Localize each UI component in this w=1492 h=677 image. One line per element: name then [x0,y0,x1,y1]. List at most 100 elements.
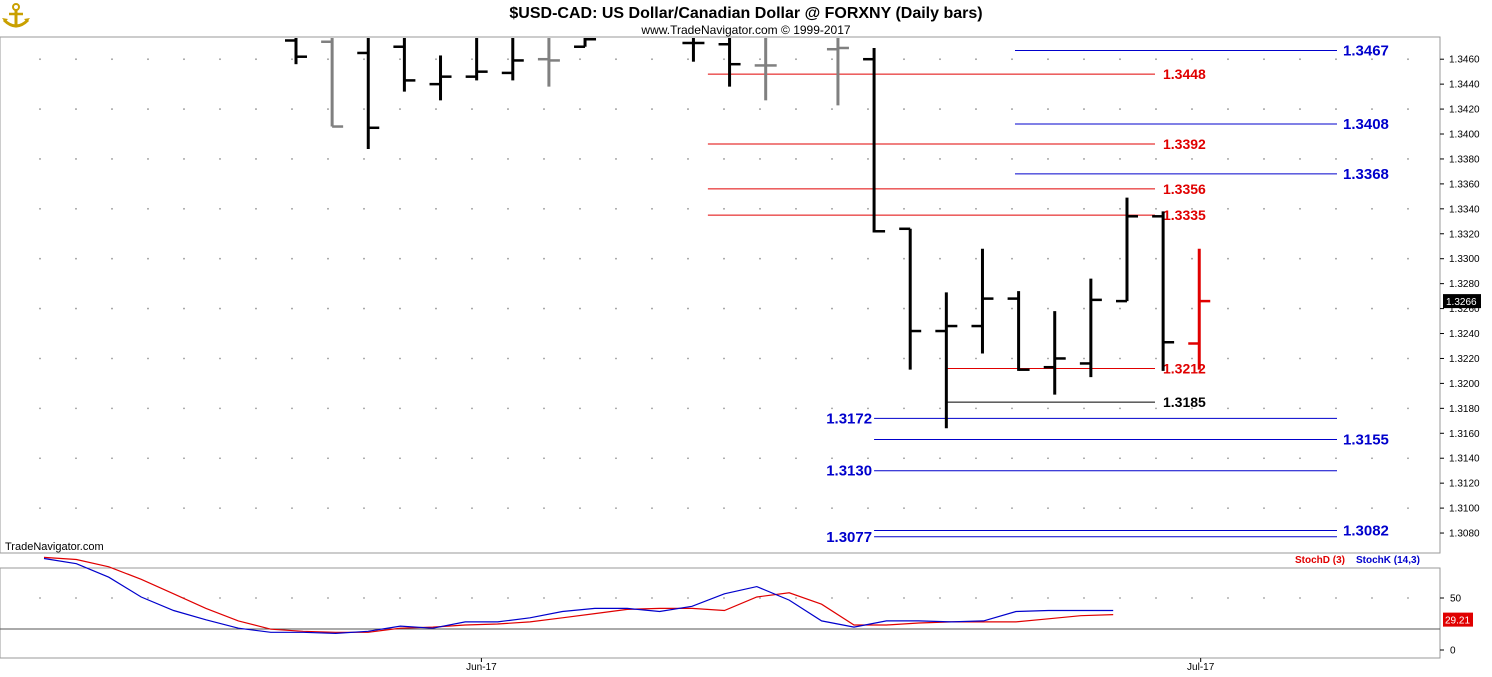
stoch-tick-label: 50 [1450,594,1462,605]
grid-dot [507,597,509,599]
grid-dot [39,407,41,410]
grid-dot [1083,158,1085,160]
grid-dot [1227,158,1229,160]
grid-dot [291,58,293,61]
grid-dot [651,507,653,509]
grid-dot [759,207,761,210]
grid-dot [759,507,761,509]
grid-dot [39,507,41,509]
grid-dot [1227,597,1229,599]
ohlc-bar [501,38,524,81]
grid-dot [759,58,761,61]
grid-dot [111,207,113,210]
grid-dot [1119,597,1121,599]
header: $USD-CAD: US Dollar/Canadian Dollar @ FO… [2,3,983,37]
price-tick-label: 1.3120 [1449,479,1480,490]
grid-dot [903,597,905,599]
grid-dot [1371,307,1373,310]
grid-dot [219,357,221,360]
grid-dot [543,207,545,210]
grid-dot [1227,207,1229,210]
price-tick-label: 1.3280 [1449,279,1480,290]
grid-dot [831,307,833,310]
grid-dot [75,58,77,61]
grid-dot [1371,58,1373,61]
grid-dot [651,597,653,599]
grid-dot [1407,158,1409,160]
grid-dot [651,257,653,260]
grid-dot [1407,507,1409,509]
grid-dot [507,507,509,509]
grid-dot [867,507,869,509]
grid-dot [1083,58,1085,61]
stoch-last-label: 29.21 [1445,616,1470,627]
grid-dot [1155,507,1157,509]
grid-dot [579,407,581,410]
grid-dot [975,307,977,310]
grid-dot [1371,207,1373,210]
grid-dot [939,158,941,160]
grid-dot [831,597,833,599]
chart-copyright: www.TradeNavigator.com © 1999-2017 [640,23,850,37]
grid-dot [1119,507,1121,509]
date-axis: Jun-17 Jul-17 [466,658,1215,673]
grid-dot [111,257,113,260]
price-tick-label: 1.3180 [1449,404,1480,415]
grid-dot [1263,407,1265,410]
grid-dot [1047,357,1049,360]
anchor-logo-icon [2,3,30,28]
grid-dot [831,357,833,360]
grid-dot [75,158,77,160]
grid-dot [579,257,581,260]
grid-dot [219,307,221,310]
level-label: 1.3130 [826,463,872,480]
grid-dot [579,357,581,360]
grid-dot [723,58,725,61]
grid-dot [1155,207,1157,210]
grid-dot [1227,108,1229,110]
grid-dot [1155,108,1157,110]
grid-dot [1371,457,1373,460]
grid-dot [795,108,797,110]
watermark: TradeNavigator.com [5,541,104,553]
level-label: 1.3335 [1163,207,1206,223]
grid-dot [111,597,113,599]
grid-dot [1083,457,1085,460]
ohlc-bar [285,38,307,65]
grid-dot [147,108,149,110]
grid-dot [183,507,185,509]
grid-dot [363,407,365,410]
grid-dot [543,357,545,360]
grid-dot [147,457,149,460]
grid-dot [255,507,257,509]
grid-dot [1083,357,1085,360]
grid-dot [1191,108,1193,110]
grid-dot [471,597,473,599]
grid-dot [687,158,689,160]
level-label: 1.3356 [1163,181,1206,197]
grid-dot [903,507,905,509]
grid-dot [39,307,41,310]
grid-dot [1227,407,1229,410]
grid-dot [975,407,977,410]
grid-dot [687,257,689,260]
grid-dot [1227,307,1229,310]
grid-dot [759,457,761,460]
grid-dot [327,407,329,410]
grid-dot [687,457,689,460]
grid-dot [507,257,509,260]
grid-dot [399,357,401,360]
grid-dot [1299,158,1301,160]
grid-dot [975,207,977,210]
grid-dot [615,597,617,599]
grid-dot [435,158,437,160]
grid-dot [1191,457,1193,460]
price-tick-label: 1.3080 [1449,529,1480,540]
level-label: 1.3212 [1163,360,1206,376]
grid-dot [399,108,401,110]
grid-dot [435,108,437,110]
price-tick-label: 1.3220 [1449,354,1480,365]
grid-dot [1335,407,1337,410]
grid-dot [1227,457,1229,460]
